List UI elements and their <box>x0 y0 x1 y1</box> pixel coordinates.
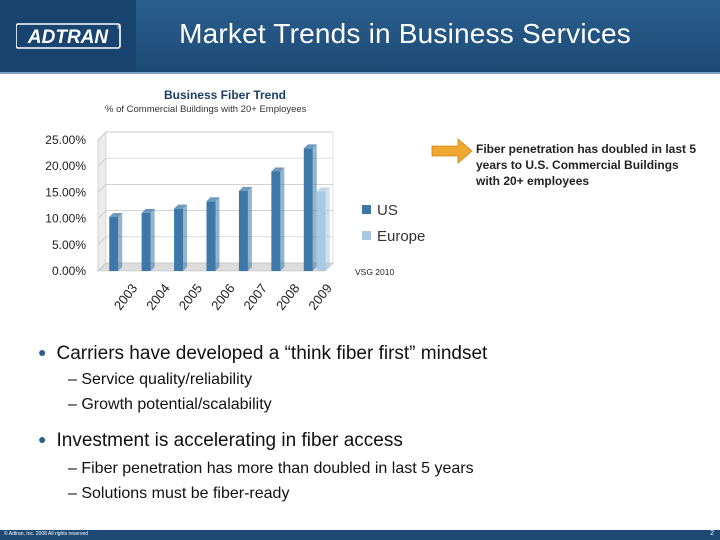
sub-bullet-text: Service quality/reliability <box>81 371 253 388</box>
bullet-1-text: Carriers have developed a “think fiber f… <box>56 343 488 364</box>
gridline <box>97 210 107 219</box>
y-tick-label: 0.00% <box>52 264 86 278</box>
gridline <box>97 184 107 193</box>
bar-us-top <box>174 204 188 209</box>
chart-side-wall <box>97 131 107 272</box>
bar-us <box>141 212 151 271</box>
source-note: VSG 2010 <box>355 267 395 277</box>
bullet-1: ● Carriers have developed a “think fiber … <box>38 343 487 365</box>
gridline <box>97 262 107 272</box>
bar-europe-top <box>316 187 330 192</box>
bar-us-top <box>109 213 123 218</box>
x-tick-label: 2004 <box>143 281 173 313</box>
svg-text:®: ® <box>117 24 121 31</box>
bar-us-side <box>312 144 317 271</box>
bar-us <box>206 201 216 271</box>
y-tick-label: 10.00% <box>45 212 86 226</box>
header-divider <box>0 72 720 74</box>
bar-us-side <box>280 167 285 271</box>
y-tick-label: 20.00% <box>45 159 86 173</box>
gridline <box>97 131 107 141</box>
bar-europe <box>316 191 326 271</box>
sub-bullet-2-2: – Solutions must be fiber-ready <box>68 485 290 502</box>
legend-swatch <box>362 205 371 214</box>
x-tick-label: 2008 <box>273 281 303 313</box>
bar-us <box>238 190 248 271</box>
bullet-2-text: Investment is accelerating in fiber acce… <box>56 430 403 451</box>
x-tick-label: 2003 <box>111 281 141 313</box>
legend-label: US <box>377 202 398 219</box>
sub-bullet-2-1: – Fiber penetration has more than double… <box>68 460 474 477</box>
x-tick-label: 2005 <box>176 281 206 313</box>
bar-us-top <box>303 144 317 149</box>
sub-bullet-1-1: – Service quality/reliability <box>68 371 253 388</box>
gridline <box>97 157 107 167</box>
bar-us-side <box>215 197 220 271</box>
header-bar: ADTRAN ® Market Trends in Business Servi… <box>0 0 720 72</box>
bar-us-top <box>206 197 220 202</box>
bar-us-top <box>141 208 155 213</box>
legend-swatch <box>362 231 371 240</box>
x-tick-label: 2006 <box>208 281 238 313</box>
y-tick-label: 25.00% <box>45 133 86 147</box>
page-number: 2 <box>710 530 714 537</box>
bar-europe-side <box>325 187 330 271</box>
bar-us-side <box>183 204 188 271</box>
bar-us <box>174 208 184 271</box>
legend-label: Europe <box>377 228 425 245</box>
bar-us <box>109 217 119 271</box>
footer-bar: © Adtran, Inc. 2008 All rights reserved … <box>0 530 720 540</box>
logo-area: ADTRAN ® <box>0 0 136 72</box>
x-tick-label: 2009 <box>305 281 335 313</box>
sub-bullet-1-2: – Growth potential/scalability <box>68 396 272 413</box>
sub-bullet-text: Fiber penetration has more than doubled … <box>81 460 474 477</box>
callout-arrow <box>431 138 473 164</box>
x-tick-label: 2007 <box>240 281 270 313</box>
chart-subtitle: % of Commercial Buildings with 20+ Emplo… <box>105 104 307 115</box>
adtran-logo: ADTRAN ® <box>16 23 121 49</box>
bar-us <box>303 148 313 271</box>
logo-text: ADTRAN <box>27 27 109 48</box>
y-tick-label: 15.00% <box>45 185 86 199</box>
gridline <box>97 236 107 246</box>
bar-us-top <box>238 186 252 191</box>
bar-us-top <box>271 167 285 172</box>
bar-us-side <box>150 208 155 271</box>
bar-us <box>271 171 281 271</box>
sub-bullet-text: Growth potential/scalability <box>81 396 272 413</box>
page-title: Market Trends in Business Services <box>179 18 631 49</box>
copyright: © Adtran, Inc. 2008 All rights reserved <box>4 531 89 537</box>
bar-us-side <box>118 213 123 271</box>
bar-us-side <box>247 186 252 271</box>
sub-bullet-text: Solutions must be fiber-ready <box>81 485 290 502</box>
bullet-2: ● Investment is accelerating in fiber acc… <box>38 430 403 452</box>
chart-title: Business Fiber Trend <box>163 88 287 102</box>
bullet-dot: ● <box>38 344 47 360</box>
callout-text: Fiber penetration has doubled in last 5 … <box>476 142 697 188</box>
y-tick-label: 5.00% <box>52 238 86 252</box>
bullet-dot: ● <box>38 431 47 447</box>
